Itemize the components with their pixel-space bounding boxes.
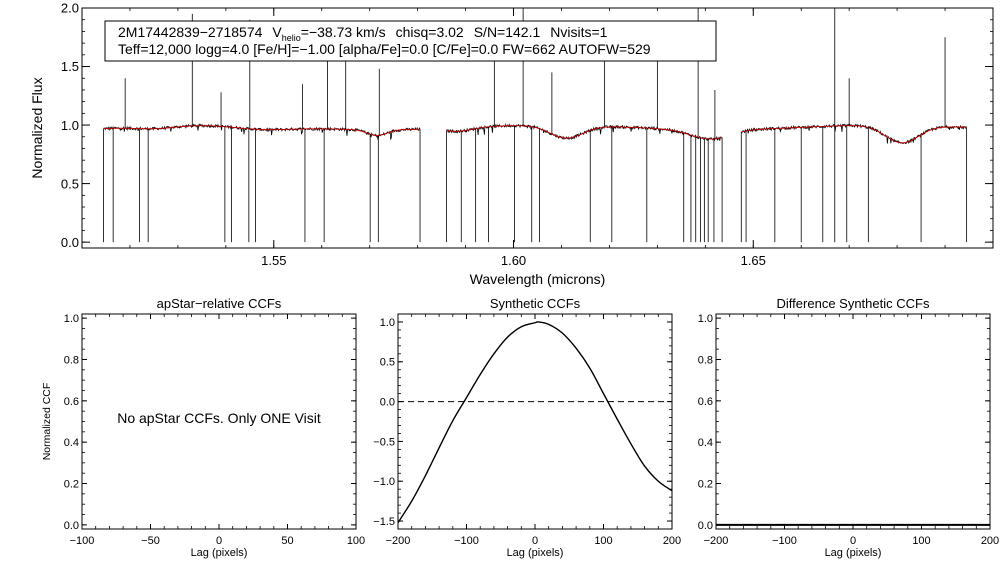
x-axis-label: Lag (pixels) bbox=[191, 547, 248, 559]
x-tick-label: −50 bbox=[141, 535, 160, 547]
y-tick-label: 0.0 bbox=[64, 520, 79, 532]
panel-title: apStar−relative CCFs bbox=[157, 296, 282, 311]
info-box bbox=[104, 20, 717, 62]
y-tick-label: 0.2 bbox=[64, 478, 79, 490]
y-tick-label: 0.0 bbox=[61, 235, 79, 250]
x-tick-label: 100 bbox=[347, 535, 365, 547]
x-tick-label: 50 bbox=[281, 535, 293, 547]
vhelio-subscript: helio bbox=[282, 33, 301, 43]
y-axis-label: Normalized Flux bbox=[29, 77, 45, 178]
y-tick-label: 0.2 bbox=[698, 478, 713, 490]
model-spectrum-line bbox=[741, 125, 967, 144]
nvisits: Nvisits=1 bbox=[550, 24, 607, 40]
y-tick-label: 2.0 bbox=[61, 1, 79, 16]
x-tick-label: 0 bbox=[216, 535, 222, 547]
info-line-2: Teff=12,000 logg=4.0 [Fe/H]=−1.00 [alpha… bbox=[118, 41, 651, 57]
panel-title: Difference Synthetic CCFs bbox=[777, 296, 930, 311]
y-tick-label: 0.5 bbox=[380, 357, 395, 369]
vhelio-label: V bbox=[272, 24, 282, 40]
y-tick-label: 1.0 bbox=[61, 118, 79, 133]
y-tick-label: 0.0 bbox=[698, 520, 713, 532]
x-tick-label: −100 bbox=[772, 535, 797, 547]
y-axis-label: Normalized CCF bbox=[41, 383, 53, 461]
y-tick-label: 0.0 bbox=[380, 397, 395, 409]
x-tick-label: 0 bbox=[850, 535, 856, 547]
x-tick-label: 1.65 bbox=[741, 253, 766, 268]
y-tick-label: 0.8 bbox=[698, 354, 713, 366]
y-tick-label: −1.5 bbox=[373, 516, 395, 528]
x-tick-label: 1.60 bbox=[501, 253, 526, 268]
chip-edge bbox=[446, 130, 723, 243]
x-tick-label: 100 bbox=[594, 535, 612, 547]
y-tick-label: −0.5 bbox=[373, 436, 395, 448]
apstar-ccf-panel: −100 −50 0 50 100 0.0 0.2 0.4 0.6 0.8 1.0 Lag (pixe… bbox=[41, 296, 365, 559]
no-data-message: No apStar CCFs. Only ONE Visit bbox=[117, 410, 321, 426]
y-tick-label: 0.4 bbox=[698, 437, 713, 449]
y-tick-label: 1.0 bbox=[64, 313, 79, 325]
difference-ccf-panel: −200 −100 0 100 200 0.0 0.2 0.4 0.6 0.8 1.0 Lag (pi… bbox=[698, 296, 999, 559]
y-tick-label: 1.0 bbox=[698, 313, 713, 325]
x-tick-label: 100 bbox=[912, 535, 930, 547]
x-tick-label: −200 bbox=[386, 535, 411, 547]
y-tick-label: 1.5 bbox=[61, 59, 79, 74]
plot-frame bbox=[81, 7, 994, 249]
x-tick-label: −100 bbox=[454, 535, 479, 547]
spectrum-panel: 1.55 1.60 1.65 0.0 0.5 1.0 1.5 2.0 Wavelength (m… bbox=[29, 1, 994, 287]
info-line-1: 2M17442839−2718574 Vhelio=−38.73 km/s chis… bbox=[118, 24, 608, 43]
x-tick-label: 0 bbox=[532, 535, 538, 547]
y-tick-label: 0.4 bbox=[64, 437, 79, 449]
y-tick-label: 1.0 bbox=[380, 317, 395, 329]
synthetic-ccf-line bbox=[397, 321, 673, 524]
model-spectrum-line bbox=[103, 125, 421, 137]
chip-edge bbox=[740, 127, 968, 243]
x-tick-label: −200 bbox=[704, 535, 729, 547]
y-tick-label: 0.6 bbox=[64, 396, 79, 408]
y-tick-label: 0.6 bbox=[698, 396, 713, 408]
x-tick-label: 1.55 bbox=[261, 253, 286, 268]
y-tick-label: 0.5 bbox=[61, 176, 79, 191]
plot-frame bbox=[397, 313, 673, 530]
x-axis-label: Wavelength (microns) bbox=[470, 271, 606, 287]
y-tick-label: 0.8 bbox=[64, 354, 79, 366]
x-tick-label: 200 bbox=[981, 535, 999, 547]
panel-title: Synthetic CCFs bbox=[490, 296, 581, 311]
x-tick-label: −100 bbox=[70, 535, 95, 547]
plot-frame bbox=[715, 313, 991, 530]
snr: S/N=142.1 bbox=[474, 24, 541, 40]
x-tick-label: 200 bbox=[663, 535, 681, 547]
x-axis-label: Lag (pixels) bbox=[507, 547, 564, 559]
chip-edge bbox=[103, 128, 421, 243]
synthetic-ccf-panel: −200 −100 0 100 200 −1.5 −1.0 −0.5 0.0 0.5 1.0 Lag … bbox=[373, 296, 681, 559]
x-axis-label: Lag (pixels) bbox=[825, 547, 882, 559]
observed-spectrum-line bbox=[103, 122, 421, 141]
vhelio-value: =−38.73 km/s bbox=[301, 24, 386, 40]
chisq: chisq=3.02 bbox=[396, 24, 464, 40]
star-id: 2M17442839−2718574 bbox=[118, 24, 263, 40]
y-tick-label: −1.0 bbox=[373, 476, 395, 488]
model-spectrum-line bbox=[446, 125, 723, 140]
